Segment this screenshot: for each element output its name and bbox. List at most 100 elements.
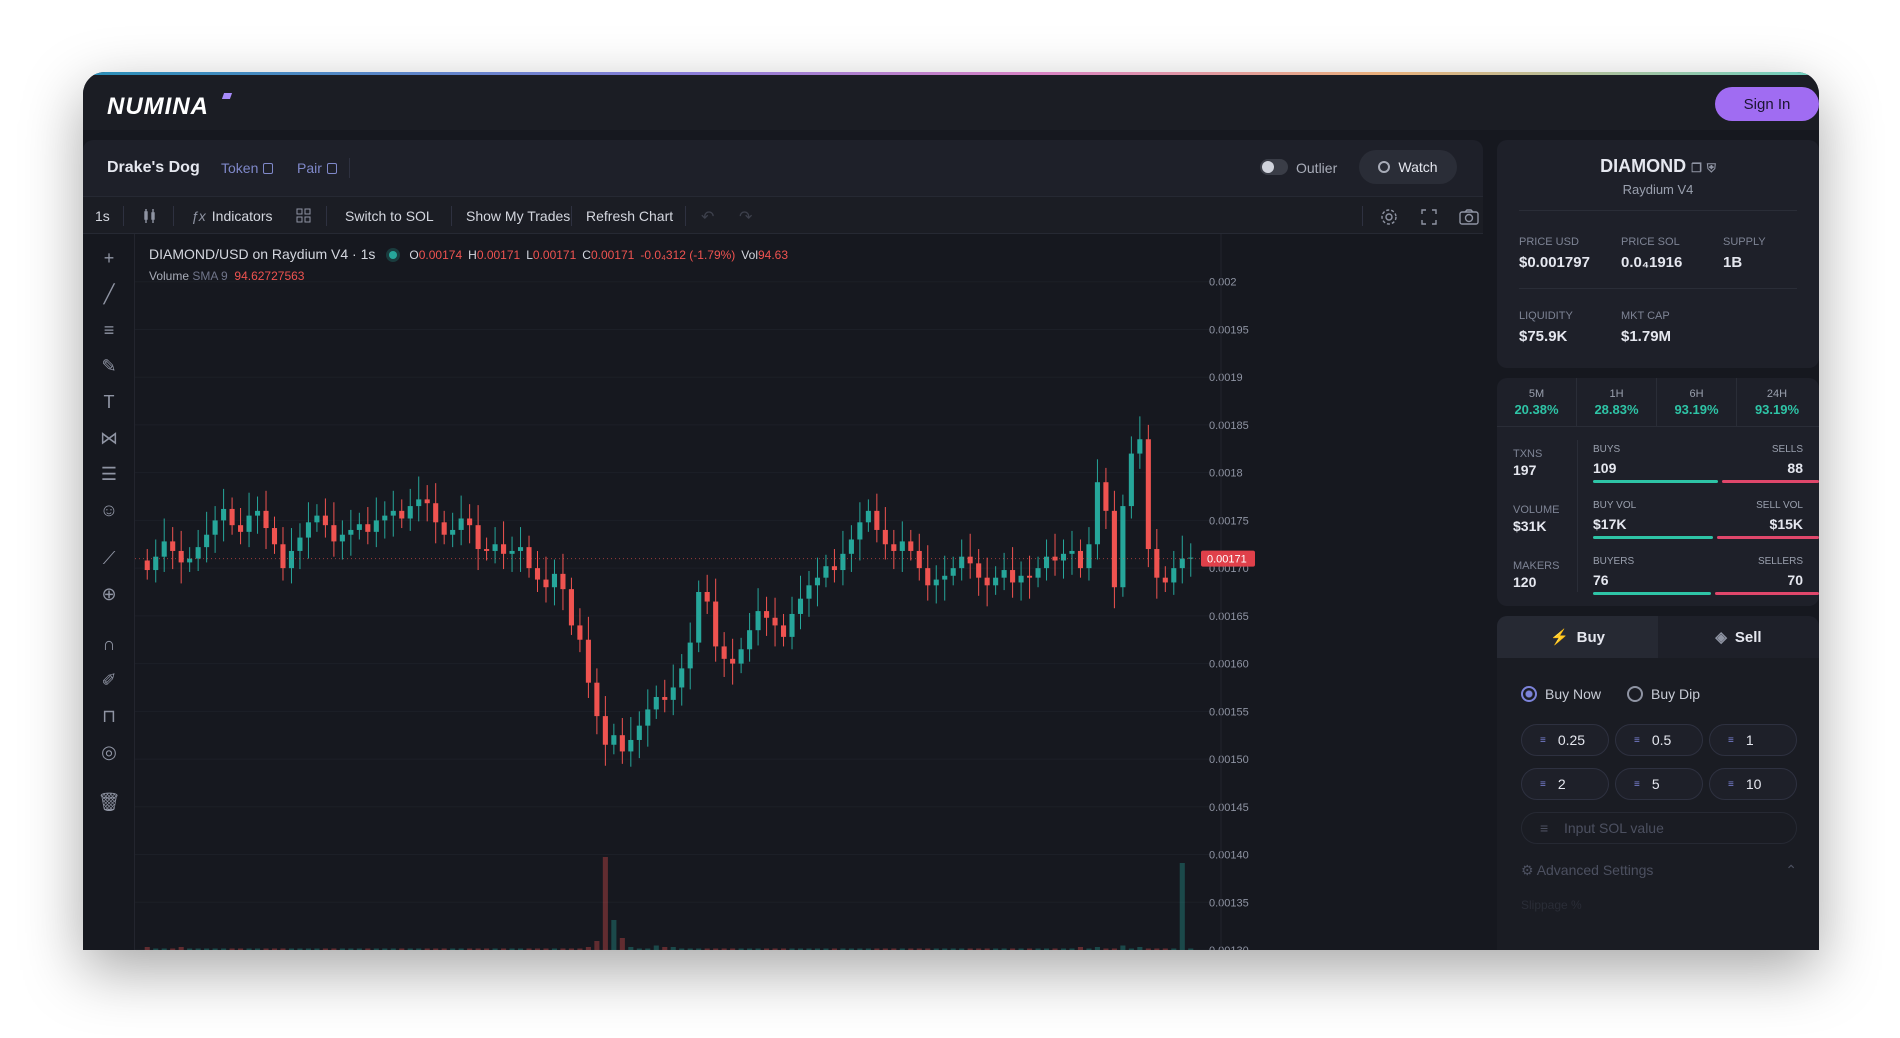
- buy-vol-value: $17K: [1593, 516, 1627, 532]
- sign-in-button[interactable]: Sign In: [1715, 87, 1819, 121]
- brush-icon[interactable]: ✎: [101, 356, 117, 376]
- settings-gear-icon[interactable]: [1379, 207, 1399, 227]
- crosshair-icon[interactable]: +: [103, 248, 115, 268]
- outlier-label: Outlier: [1296, 160, 1338, 176]
- amount-button-0.5[interactable]: ≡ 0.5: [1615, 724, 1703, 756]
- mktcap: $1.79M: [1621, 328, 1672, 345]
- fullscreen-icon[interactable]: [1419, 207, 1439, 227]
- sell-vol-value: $15K: [1769, 516, 1803, 532]
- copy-icon[interactable]: ❐: [1691, 161, 1702, 175]
- timeframe-1h[interactable]: 1H 28.83%: [1577, 378, 1657, 426]
- switch-to-sol-button[interactable]: Switch to SOL: [345, 208, 434, 224]
- supply-label: SUPPLY: [1723, 236, 1766, 248]
- amount-button-0.25[interactable]: ≡ 0.25: [1521, 724, 1609, 756]
- candle-body: [238, 525, 244, 532]
- zoom-in-icon[interactable]: ⊕: [101, 584, 117, 604]
- timeframe-24h[interactable]: 24H 93.19%: [1754, 388, 1800, 417]
- volume-bar: [517, 948, 524, 950]
- advanced-settings-toggle[interactable]: ⚙ Advanced Settings ⌃: [1521, 862, 1797, 878]
- magnet-icon[interactable]: ∩: [102, 634, 116, 654]
- volume-bar: [509, 948, 515, 950]
- divider: [349, 158, 350, 178]
- volume-bar: [560, 948, 566, 950]
- amount-button-2[interactable]: ≡ 2: [1521, 768, 1609, 800]
- candle-body: [780, 625, 787, 637]
- volume-bar: [1111, 948, 1117, 950]
- pattern-icon[interactable]: ⋈: [100, 428, 118, 448]
- pair-link[interactable]: Pair: [297, 160, 337, 176]
- candle-body: [161, 541, 167, 557]
- top-nav: NUMINA Sign In: [83, 75, 1819, 130]
- makers-value: 120: [1513, 574, 1537, 590]
- tab-buy[interactable]: ⚡ Buy: [1497, 616, 1658, 658]
- text-icon[interactable]: T: [103, 392, 115, 412]
- buyers-value: 76: [1593, 572, 1609, 588]
- volume-bar: [297, 948, 303, 950]
- candle-body: [1179, 558, 1185, 569]
- emoji-icon[interactable]: ☺: [99, 500, 119, 520]
- camera-icon[interactable]: [1458, 207, 1480, 227]
- buy-dip-radio[interactable]: Buy Dip: [1627, 686, 1700, 702]
- trend-line-icon[interactable]: ╱: [103, 284, 115, 304]
- undo-icon[interactable]: ↶: [701, 209, 715, 226]
- candle-body: [348, 529, 354, 535]
- volume-bar: [908, 948, 914, 950]
- candle-body: [517, 547, 524, 551]
- token-dex: Raydium V4: [1622, 182, 1694, 197]
- ruler-icon[interactable]: ⟋: [102, 548, 116, 568]
- candle-body: [713, 601, 719, 647]
- buys-bar: [1593, 480, 1718, 483]
- lock-drawing-icon[interactable]: ✐: [101, 670, 117, 690]
- tab-sell[interactable]: ◈ Sell: [1658, 616, 1819, 658]
- candle-body: [246, 515, 252, 532]
- chart-area[interactable]: 0.002 0.00195 0.0019 0.00185 0.0018 0.00175 0.…: [135, 234, 1483, 950]
- interval-selector[interactable]: 1s: [95, 208, 110, 224]
- volume-bar: [730, 948, 736, 950]
- amount-button-5[interactable]: ≡ 5: [1615, 768, 1703, 800]
- token-sidebar: DIAMOND ❐ ⛨ Raydium V4 PRICE USD $0.0017…: [1497, 140, 1819, 950]
- volume-bar: [687, 948, 693, 950]
- divider: [1519, 210, 1797, 211]
- trash-icon[interactable]: 🗑: [97, 792, 121, 812]
- prediction-icon[interactable]: ☰: [100, 464, 118, 484]
- volume-bar: [399, 948, 405, 950]
- volume-bar: [331, 948, 337, 950]
- buy-now-radio[interactable]: Buy Now: [1521, 686, 1601, 702]
- candle-body: [764, 611, 770, 618]
- timeframe-5m[interactable]: 5M 20.38%: [1497, 378, 1577, 426]
- redo-icon[interactable]: ↷: [739, 209, 753, 226]
- eye-hide-icon[interactable]: ◎: [101, 742, 117, 762]
- volume-bar: [619, 938, 625, 950]
- y-tick-label: 0.00195: [1209, 324, 1249, 336]
- amount-button-1[interactable]: ≡ 1: [1709, 724, 1797, 756]
- show-my-trades-button[interactable]: Show My Trades: [466, 208, 571, 224]
- candlestick-chart[interactable]: 0.002 0.00195 0.0019 0.00185 0.0018 0.00175 0.…: [135, 234, 1483, 950]
- amount-button-10[interactable]: ≡ 10: [1709, 768, 1797, 800]
- volume-bar: [602, 857, 608, 950]
- volume-bar: [170, 948, 176, 950]
- logo[interactable]: NUMINA: [107, 93, 209, 120]
- fib-icon[interactable]: ≡: [103, 320, 115, 340]
- layout-grid-icon[interactable]: [295, 207, 313, 225]
- buyers-bar: [1593, 592, 1711, 595]
- sol-value-input[interactable]: ≡ Input SOL value: [1521, 812, 1797, 844]
- volume-bar: [789, 948, 795, 950]
- mktcap-label: MKT CAP: [1621, 310, 1670, 322]
- volume-bar: [891, 948, 897, 950]
- lock-icon[interactable]: ⊓: [101, 706, 117, 726]
- volume-bar: [1162, 948, 1168, 950]
- refresh-chart-button[interactable]: Refresh Chart: [586, 208, 674, 224]
- candle-body: [636, 725, 642, 740]
- sol-icon: ≡: [1728, 734, 1734, 746]
- candle-type-icon[interactable]: [141, 207, 159, 225]
- indicators-button[interactable]: ƒx Indicators: [191, 208, 273, 224]
- outlier-toggle[interactable]: [1260, 159, 1288, 175]
- buy-vol-label: BUY VOL: [1593, 500, 1637, 511]
- y-tick-label: 0.002: [1209, 277, 1237, 289]
- watch-button[interactable]: Watch: [1359, 150, 1457, 184]
- candle-body: [908, 541, 914, 551]
- timeframe-6h[interactable]: 6H 93.19%: [1657, 378, 1737, 426]
- volume-bar: [458, 948, 464, 950]
- chart-legend: DIAMOND/USD on Raydium V4 · 1s O0.00174 H0…: [149, 246, 789, 262]
- token-link[interactable]: Token: [221, 160, 274, 176]
